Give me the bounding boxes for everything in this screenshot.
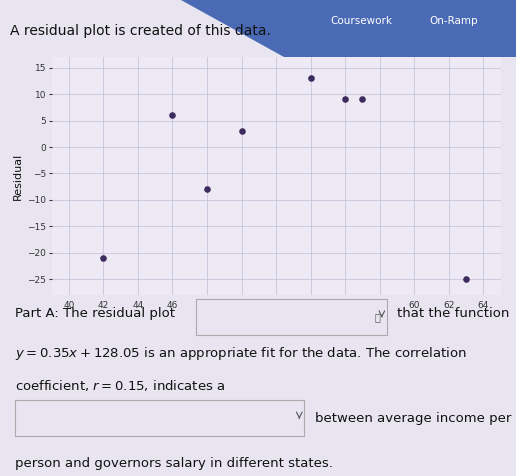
- Text: person and governors salary in different states.: person and governors salary in different…: [15, 457, 333, 470]
- Text: On-Ramp: On-Ramp: [430, 16, 478, 27]
- Point: [168, 111, 176, 119]
- Point: [99, 254, 107, 262]
- X-axis label: Average Income
(in thousands of dollars): Average Income (in thousands of dollars): [208, 314, 344, 336]
- Text: Coursework: Coursework: [330, 16, 392, 27]
- Point: [341, 96, 349, 103]
- Point: [237, 128, 246, 135]
- Text: A residual plot is created of this data.: A residual plot is created of this data.: [10, 24, 271, 38]
- Text: between average income per: between average income per: [315, 412, 511, 425]
- Text: coefficient, $r = 0.15$, indicates a: coefficient, $r = 0.15$, indicates a: [15, 378, 225, 393]
- Text: ⤵: ⤵: [375, 312, 381, 322]
- Polygon shape: [181, 0, 516, 57]
- Y-axis label: Residual: Residual: [13, 152, 23, 200]
- Text: that the function: that the function: [397, 307, 510, 320]
- Point: [358, 96, 366, 103]
- FancyBboxPatch shape: [15, 400, 304, 436]
- FancyBboxPatch shape: [196, 299, 387, 335]
- Text: $y = 0.35x + 128.05$ is an appropriate fit for the data. The correlation: $y = 0.35x + 128.05$ is an appropriate f…: [15, 345, 467, 361]
- Point: [307, 74, 315, 82]
- Point: [203, 186, 211, 193]
- Text: Part A: The residual plot: Part A: The residual plot: [15, 307, 175, 320]
- Point: [462, 276, 470, 283]
